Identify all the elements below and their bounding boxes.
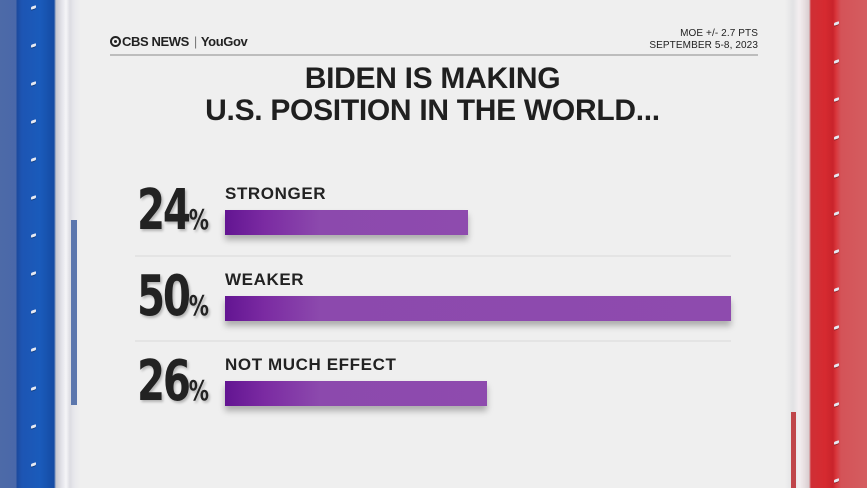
result-bar xyxy=(225,210,468,235)
rail-tick xyxy=(834,211,839,216)
right-red-rail xyxy=(785,0,867,488)
left-rail-accent xyxy=(71,220,77,405)
rail-tick xyxy=(31,81,36,86)
rail-tick xyxy=(31,43,36,48)
header-divider xyxy=(110,54,758,56)
left-blue-rail xyxy=(0,0,80,488)
row-separator xyxy=(135,340,731,342)
rail-tick xyxy=(834,135,839,140)
rail-tick xyxy=(31,462,36,467)
rail-tick xyxy=(31,386,36,391)
poll-meta: MOE +/- 2.7 PTS SEPTEMBER 5-8, 2023 xyxy=(649,28,758,52)
rail-tick xyxy=(834,325,839,330)
percent-value: 24% xyxy=(137,178,209,243)
rail-tick xyxy=(834,21,839,26)
right-rail-accent xyxy=(791,412,796,488)
rail-tick xyxy=(834,440,839,445)
logo-separator: | xyxy=(193,34,197,49)
rail-tick xyxy=(31,271,36,276)
rail-tick xyxy=(31,233,36,238)
result-row-stronger: 24% STRONGER xyxy=(135,180,735,255)
chart-title: BIDEN IS MAKING U.S. POSITION IN THE WOR… xyxy=(80,63,785,127)
margin-of-error: MOE +/- 2.7 PTS xyxy=(680,28,758,39)
rail-tick xyxy=(834,249,839,254)
row-separator xyxy=(135,255,731,257)
answer-label: WEAKER xyxy=(225,270,305,289)
answer-label: STRONGER xyxy=(225,184,327,203)
rail-tick xyxy=(31,309,36,314)
rail-tick xyxy=(31,5,36,10)
rail-tick xyxy=(31,424,36,429)
cbs-eye-icon xyxy=(110,36,121,47)
rail-tick xyxy=(834,363,839,368)
rail-tick xyxy=(834,97,839,102)
rail-tick xyxy=(834,478,839,483)
rail-tick xyxy=(834,173,839,178)
rail-tick xyxy=(834,287,839,292)
result-row-weaker: 50% WEAKER xyxy=(135,266,735,341)
title-line-1: BIDEN IS MAKING xyxy=(304,62,561,95)
rail-tick xyxy=(31,195,36,200)
rail-tick xyxy=(31,157,36,162)
rail-tick xyxy=(834,59,839,64)
cbs-news-wordmark: CBS NEWS xyxy=(122,34,189,49)
answer-label: NOT MUCH EFFECT xyxy=(225,355,397,374)
yougov-wordmark: YouGov xyxy=(200,34,248,49)
rail-tick xyxy=(31,347,36,352)
source-logo: CBS NEWS | YouGov xyxy=(110,34,248,49)
result-bar xyxy=(225,381,487,406)
rail-tick xyxy=(31,119,36,124)
percent-value: 26% xyxy=(137,349,209,414)
title-line-2: U.S. POSITION IN THE WORLD... xyxy=(205,94,660,127)
result-bar xyxy=(225,296,731,321)
poll-dates: SEPTEMBER 5-8, 2023 xyxy=(649,40,758,51)
percent-value: 50% xyxy=(137,264,209,329)
rail-tick xyxy=(834,402,839,407)
result-row-not-much-effect: 26% NOT MUCH EFFECT xyxy=(135,351,735,426)
graphic-panel xyxy=(80,0,785,488)
